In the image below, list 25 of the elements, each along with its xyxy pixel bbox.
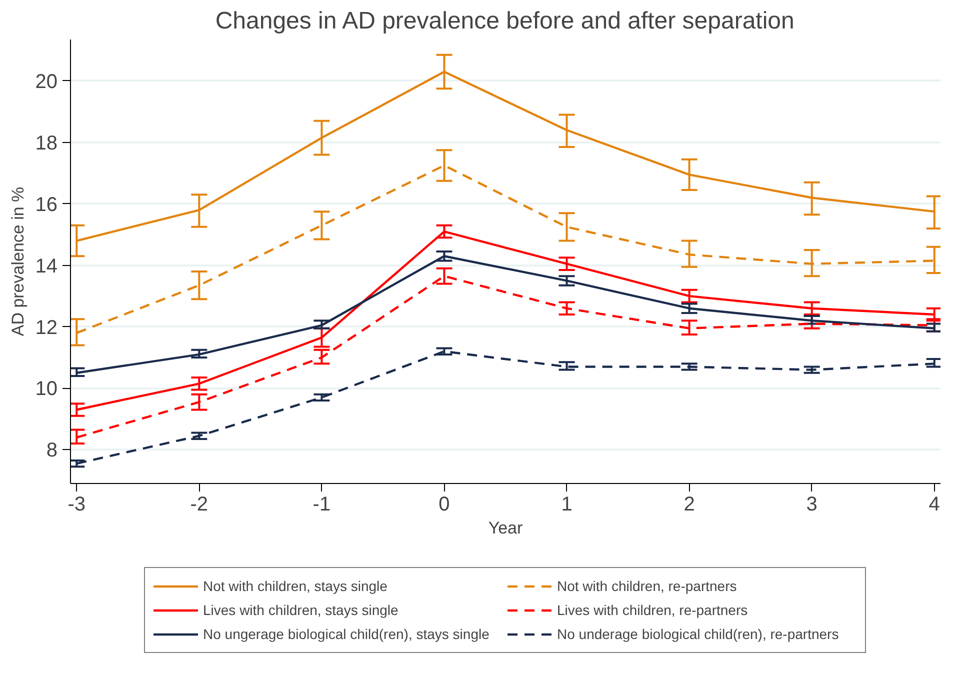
x-tick-label: 3 <box>806 494 818 516</box>
legend-label: Lives with children, stays single <box>203 602 400 618</box>
y-tick-label: 20 <box>35 70 58 93</box>
y-tick-label: 10 <box>35 378 58 400</box>
chart-title: Changes in AD prevalence before and after separation <box>215 8 794 34</box>
legend-label: No underage biological child(ren), re-partners <box>557 626 840 642</box>
y-tick-label: 16 <box>35 194 58 216</box>
x-tick-label: 4 <box>928 494 940 516</box>
y-tick-label: 12 <box>35 316 58 339</box>
x-tick-label: -2 <box>190 494 208 516</box>
y-tick-label: 8 <box>46 440 58 462</box>
legend-label: Lives with children, re-partners <box>557 602 749 618</box>
x-tick-label: -1 <box>312 494 331 516</box>
x-tick-label: 2 <box>684 494 695 516</box>
x-tick-label: -3 <box>68 494 86 516</box>
legend-label: Not with children, stays single <box>203 578 388 594</box>
y-tick-label: 18 <box>35 132 58 154</box>
x-tick-label: 0 <box>438 494 450 516</box>
y-axis-title: AD prevalence in % <box>8 186 28 336</box>
legend-label: No ungerage biological child(ren), stays single <box>203 626 490 642</box>
x-tick-label: 1 <box>561 494 572 516</box>
legend-label: Not with children, re-partners <box>557 578 738 594</box>
y-tick-label: 14 <box>35 255 58 278</box>
line-series <box>76 230 936 411</box>
x-axis-title: Year <box>488 518 524 538</box>
